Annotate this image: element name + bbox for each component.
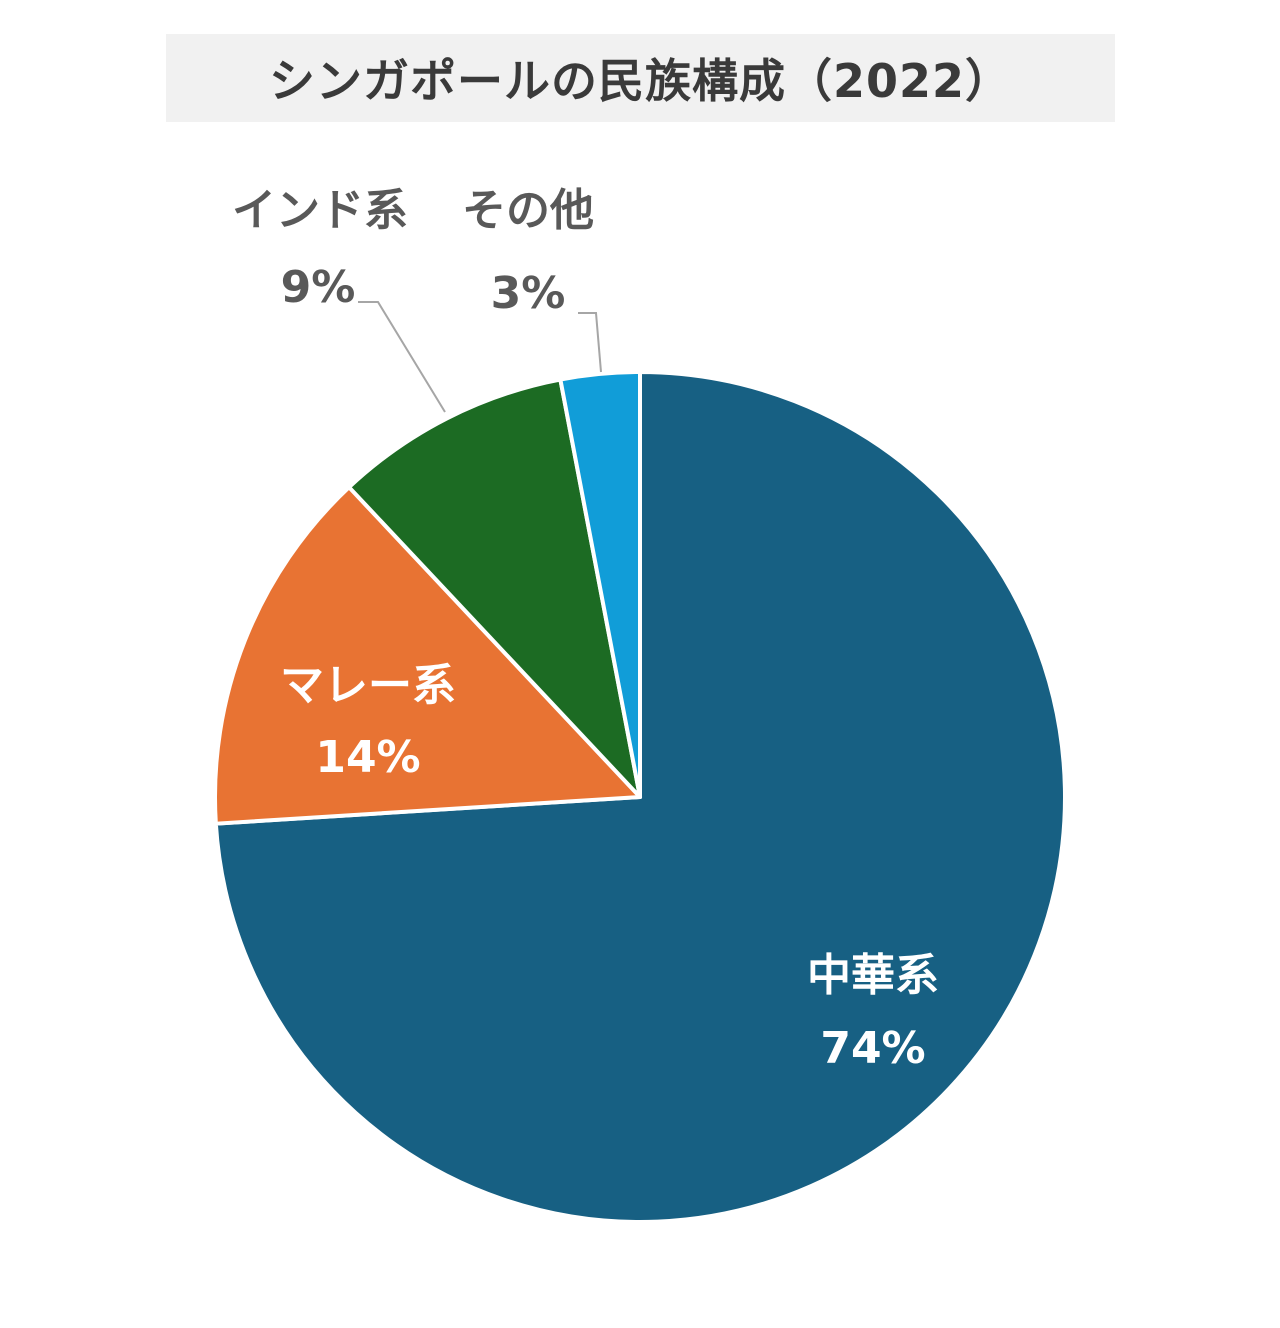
slice-2 bbox=[213, 485, 642, 826]
slice-value-label-4: 3% bbox=[491, 268, 566, 319]
slice-3 bbox=[347, 377, 642, 799]
leader-line-4 bbox=[578, 312, 602, 373]
slice-label-4: その他 bbox=[462, 185, 594, 236]
slice-labels: 中華系 74% マレー系 14% インド系 9% その他 3% bbox=[232, 185, 939, 1074]
slice-value-label-3: 9% bbox=[281, 262, 356, 313]
slice-4 bbox=[558, 370, 642, 799]
slice-label-1: 中華系 bbox=[807, 950, 939, 1001]
slice-label-3: インド系 bbox=[232, 185, 408, 236]
leader-line-3 bbox=[358, 301, 446, 413]
slice-value-label-1: 74% bbox=[820, 1023, 925, 1074]
pie-slices bbox=[213, 370, 1067, 1224]
chart-title: シンガポールの民族構成（2022） bbox=[268, 54, 1013, 108]
chart-title-box: シンガポールの民族構成（2022） bbox=[166, 34, 1115, 122]
slice-label-2: マレー系 bbox=[280, 660, 456, 711]
slice-value-label-2: 14% bbox=[315, 732, 420, 783]
leader-lines bbox=[358, 301, 602, 413]
